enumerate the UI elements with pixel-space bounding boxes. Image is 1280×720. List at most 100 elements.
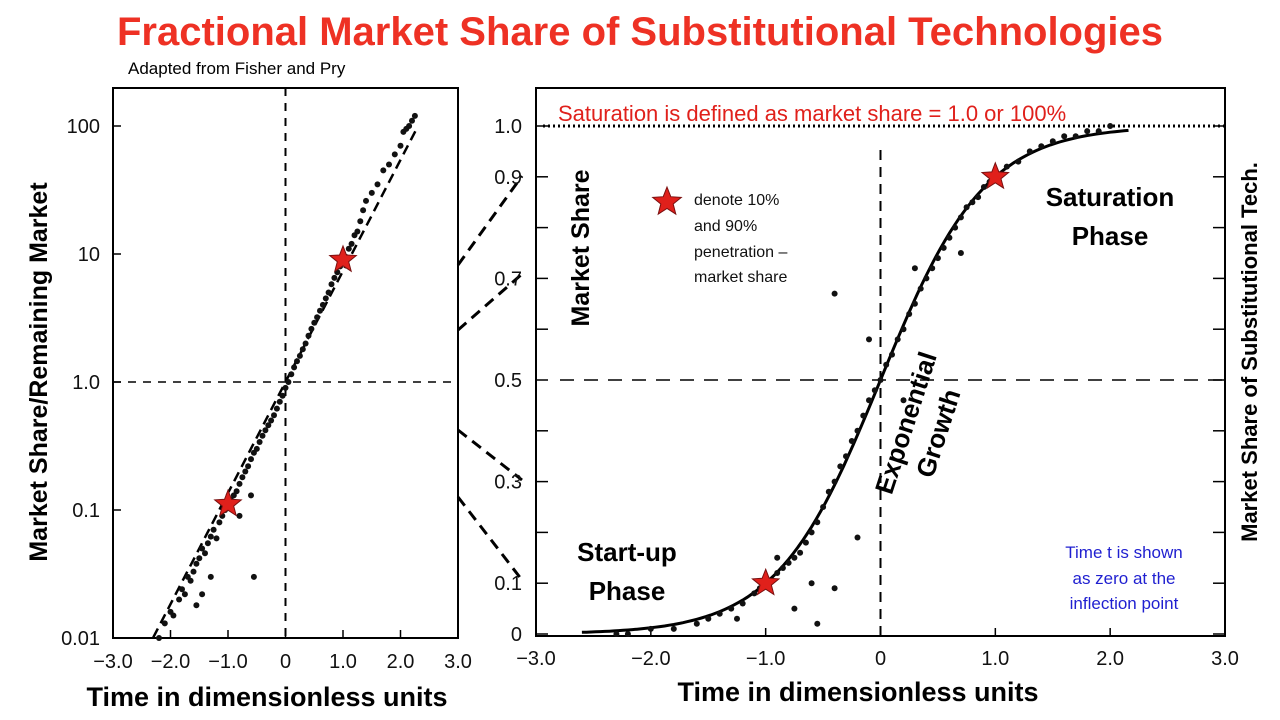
right-data-point <box>969 199 976 206</box>
right-data-point <box>808 529 815 536</box>
left-star-marker <box>328 244 358 273</box>
left-data-point <box>193 602 200 609</box>
left-data-point <box>311 319 318 326</box>
right-data-point <box>1061 133 1068 140</box>
right-data-point <box>814 519 821 526</box>
right-data-point <box>779 565 786 571</box>
right-data-point <box>774 570 781 576</box>
left-y-tick-label: 100 <box>67 116 100 138</box>
right-y-axis-inner-title: Market Share <box>567 169 595 326</box>
left-data-point <box>204 540 211 547</box>
left-data-point <box>170 612 177 619</box>
right-data-point <box>866 336 872 343</box>
left-data-point <box>368 189 375 196</box>
time-note-line-1: Time t is shown <box>1065 543 1182 562</box>
left-data-point <box>273 405 280 412</box>
left-data-point <box>233 488 240 495</box>
left-y-tick-label: 0.1 <box>72 500 100 522</box>
left-data-point <box>305 332 312 339</box>
left-data-point <box>213 535 220 542</box>
left-data-point <box>207 573 214 580</box>
connector-line <box>456 496 524 581</box>
right-data-point <box>624 631 631 637</box>
right-data-point <box>975 194 982 201</box>
right-data-point <box>848 438 855 444</box>
left-y-tick-label: 10 <box>78 244 100 266</box>
right-data-point <box>716 610 723 617</box>
right-data-point <box>791 554 798 561</box>
left-x-tick-label: 2.0 <box>387 651 415 673</box>
right-data-point <box>923 275 930 282</box>
left-data-point <box>308 325 315 332</box>
left-data-point <box>156 635 162 641</box>
left-data-point <box>322 295 329 302</box>
left-data-point <box>210 526 217 533</box>
right-data-point <box>957 250 964 256</box>
connector-line <box>456 175 524 266</box>
left-data-point <box>406 123 413 129</box>
left-data-point <box>268 417 275 424</box>
right-data-point <box>963 204 970 211</box>
left-data-point <box>314 314 321 321</box>
left-data-point <box>409 117 415 124</box>
right-data-point <box>825 488 832 495</box>
left-data-point <box>282 384 289 391</box>
left-x-tick-label: 3.0 <box>444 651 472 673</box>
left-data-point <box>179 586 185 593</box>
right-x-tick-label: −3.0 <box>516 648 555 670</box>
left-data-point <box>391 151 398 158</box>
left-data-point <box>374 181 381 188</box>
logistic-curve <box>581 128 1129 634</box>
left-x-tick-label: 0 <box>280 651 291 673</box>
right-data-point <box>854 534 861 541</box>
left-data-point <box>207 533 214 540</box>
right-y-tick-label: 0.1 <box>494 573 522 595</box>
left-star-marker <box>213 488 243 517</box>
left-x-tick-label: −1.0 <box>208 651 247 673</box>
right-data-point <box>934 255 941 262</box>
right-data-point <box>1095 128 1102 135</box>
left-data-point <box>294 358 300 365</box>
legend-line-1: denote 10% <box>694 192 779 209</box>
right-data-point <box>854 427 861 434</box>
right-y-tick-label: 1.0 <box>494 116 522 138</box>
left-x-axis-title: Time in dimensionless units <box>86 682 447 712</box>
right-data-point <box>831 290 838 297</box>
right-data-point <box>670 625 677 632</box>
saturation-phase-label-2: Phase <box>1072 221 1149 251</box>
right-y-tick-label: 0.3 <box>494 472 522 494</box>
right-data-point <box>647 625 654 632</box>
right-data-point <box>797 549 804 556</box>
right-data-point <box>785 559 792 566</box>
right-data-point <box>1107 123 1114 129</box>
right-data-point <box>900 326 907 333</box>
left-data-point <box>190 568 197 575</box>
right-data-point <box>906 311 913 317</box>
left-data-point <box>256 439 263 445</box>
right-x-tick-label: 3.0 <box>1211 648 1239 670</box>
left-data-point <box>248 456 254 463</box>
left-data-point <box>285 379 292 385</box>
right-star-marker <box>751 567 781 596</box>
left-y-tick-label: 1.0 <box>72 372 100 394</box>
right-data-point <box>1049 138 1056 145</box>
left-data-point <box>345 245 352 252</box>
left-data-point <box>325 289 332 296</box>
left-data-point <box>271 412 277 419</box>
left-data-point <box>245 463 252 470</box>
right-data-point <box>929 265 936 272</box>
left-y-tick-label: 0.01 <box>61 628 100 650</box>
left-data-point <box>259 432 266 439</box>
right-x-tick-label: 2.0 <box>1096 648 1124 670</box>
right-data-point <box>1026 148 1033 155</box>
right-star-marker <box>980 161 1010 190</box>
right-y-tick-label: 0.7 <box>494 268 522 290</box>
left-data-point <box>331 274 338 281</box>
page-title: Fractional Market Share of Substitutiona… <box>116 10 1164 54</box>
left-data-point <box>386 161 392 168</box>
left-data-point <box>199 591 206 598</box>
left-data-point <box>193 560 200 567</box>
right-data-point <box>889 351 895 358</box>
right-y-axis-outer-title: Market Share of Substitutional Tech. <box>1237 162 1262 542</box>
right-data-point <box>739 600 746 607</box>
